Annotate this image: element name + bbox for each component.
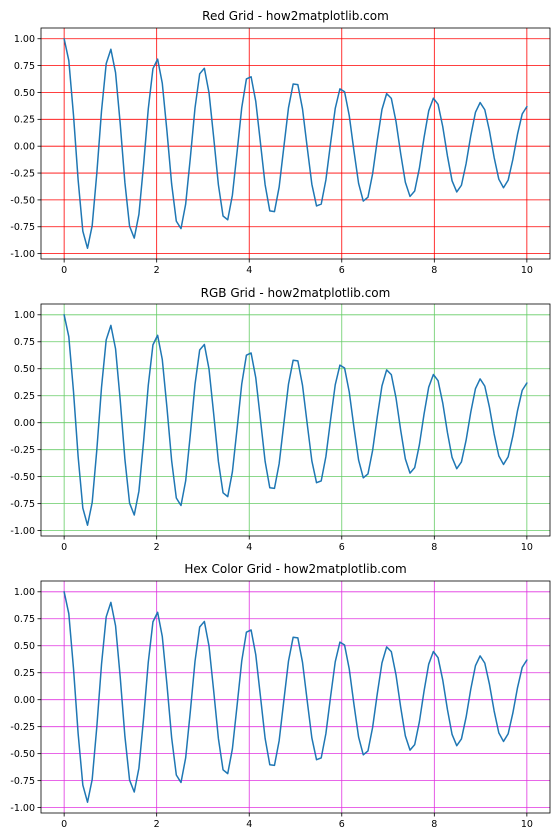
y-tick-label: -0.75	[10, 499, 35, 510]
axes-frame	[40, 27, 551, 260]
chart-title: Red Grid - how2matplotlib.com	[202, 9, 389, 23]
series-line-1	[63, 314, 528, 526]
y-tick-label: 1.00	[14, 587, 35, 598]
axes-frame	[40, 303, 551, 537]
y-tick-label: -1.00	[10, 249, 35, 260]
chart-title: RGB Grid - how2matplotlib.com	[201, 286, 391, 300]
x-tick-label: 6	[339, 265, 345, 276]
x-tick-label: 0	[61, 819, 67, 830]
y-tick-label: 0.50	[14, 364, 35, 375]
y-tick-label: -0.50	[10, 195, 35, 206]
y-tick-label: -0.25	[10, 445, 35, 456]
y-tick-label: -0.50	[10, 472, 35, 483]
chart-title: Hex Color Grid - how2matplotlib.com	[184, 562, 406, 576]
y-tick-label: 0.25	[14, 391, 35, 402]
y-tick-label: -0.50	[10, 749, 35, 760]
x-tick-label: 2	[154, 265, 160, 276]
x-tick-label: 10	[521, 265, 533, 276]
x-tick-label: 8	[431, 265, 437, 276]
x-tick-label: 2	[154, 542, 160, 553]
x-tick-label: 0	[61, 265, 67, 276]
y-tick-label: -1.00	[10, 526, 35, 537]
y-tick-label: 0.50	[14, 641, 35, 652]
x-tick-label: 0	[61, 542, 67, 553]
plot-area	[41, 304, 550, 536]
y-tick-label: 1.00	[14, 34, 35, 45]
x-tick-label: 10	[521, 819, 533, 830]
x-tick-label: 8	[431, 542, 437, 553]
y-tick-label: 0.75	[14, 614, 35, 625]
x-tick-label: 4	[246, 819, 252, 830]
y-tick-label: -1.00	[10, 803, 35, 814]
y-tick-label: 0.75	[14, 61, 35, 72]
plot-area	[41, 28, 550, 259]
y-tick-label: 0.50	[14, 88, 35, 99]
x-tick-label: 2	[154, 819, 160, 830]
y-tick-label: -0.75	[10, 222, 35, 233]
subplot-2: RGB Grid - how2matplotlib.com 0 2 4 6 8 10 1.00…	[10, 286, 551, 553]
y-tick-label: 0.25	[14, 115, 35, 126]
y-tick-label: 0.75	[14, 337, 35, 348]
series-line-1	[63, 591, 528, 803]
x-tick-label: 10	[521, 542, 533, 553]
subplot-1: Red Grid - how2matplotlib.com 0 2 4 6 8 10 1.00…	[10, 9, 551, 276]
y-tick-label: 0.00	[14, 418, 35, 429]
y-tick-label: -0.25	[10, 168, 35, 179]
x-tick-label: 6	[339, 819, 345, 830]
x-tick-label: 6	[339, 542, 345, 553]
y-tick-label: -0.75	[10, 776, 35, 787]
y-tick-label: -0.25	[10, 722, 35, 733]
axes-frame	[40, 580, 551, 814]
plot-area	[41, 581, 550, 813]
x-tick-label: 8	[431, 819, 437, 830]
y-tick-label: 0.25	[14, 668, 35, 679]
subplot-3: Hex Color Grid - how2matplotlib.com 0 2 4 6 8…	[10, 562, 551, 830]
x-tick-label: 4	[246, 265, 252, 276]
series-line-1	[63, 37, 528, 250]
y-tick-label: 1.00	[14, 310, 35, 321]
y-tick-label: 0.00	[14, 695, 35, 706]
x-tick-label: 4	[246, 542, 252, 553]
y-tick-label: 0.00	[14, 142, 35, 153]
